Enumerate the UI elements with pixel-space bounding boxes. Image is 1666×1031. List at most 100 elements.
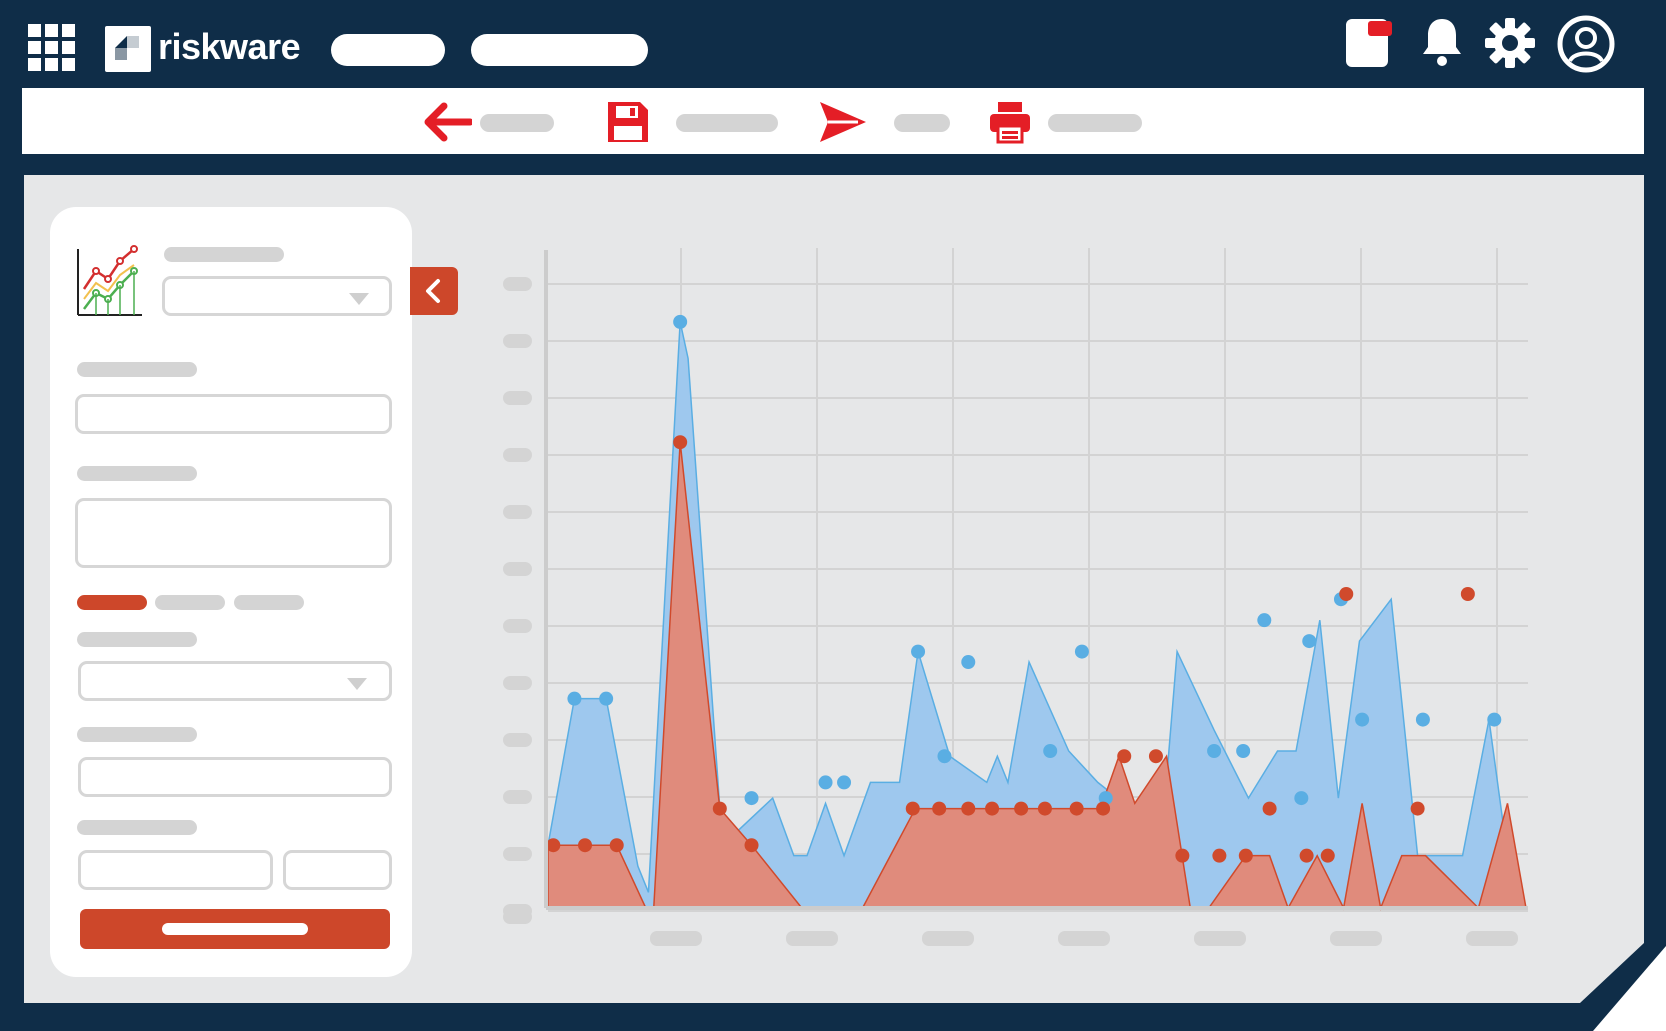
series-area-1 — [547, 321, 1522, 909]
chart-markers — [546, 314, 1502, 863]
settings-button[interactable] — [1484, 17, 1536, 69]
y-tick-label — [503, 562, 532, 576]
data-point-2 — [1175, 848, 1190, 863]
data-point-1 — [1294, 791, 1309, 806]
print-icon — [990, 102, 1030, 144]
nav-item-1[interactable] — [331, 34, 445, 66]
save-icon — [608, 102, 648, 142]
brand-logo — [105, 26, 151, 72]
data-point-1 — [1207, 744, 1222, 758]
field-1-label — [77, 362, 197, 377]
y-tick-label — [503, 733, 532, 747]
data-point-2 — [1212, 848, 1227, 863]
y-tick-label — [503, 790, 532, 804]
window-button[interactable] — [1344, 17, 1394, 69]
data-point-1 — [744, 791, 759, 806]
data-point-2 — [905, 801, 920, 816]
brand-name: riskware — [158, 26, 301, 67]
data-point-1 — [599, 691, 614, 706]
data-point-2 — [932, 801, 947, 816]
notifications-button[interactable] — [1420, 16, 1464, 68]
x-tick-label — [1058, 931, 1110, 946]
data-point-2 — [961, 801, 976, 816]
field-5-input-a[interactable] — [78, 850, 273, 890]
collapse-panel-button[interactable] — [410, 267, 458, 315]
apply-button[interactable] — [80, 909, 390, 949]
field-1-input[interactable] — [75, 394, 392, 434]
data-point-1 — [1302, 634, 1317, 649]
line-chart-icon — [77, 245, 142, 316]
chart-type-label — [164, 247, 284, 262]
data-point-2 — [1148, 749, 1163, 764]
x-tick-label — [1330, 931, 1382, 946]
data-point-1 — [818, 775, 833, 790]
field-5-input-b[interactable] — [283, 850, 392, 890]
field-4-input[interactable] — [78, 757, 392, 797]
back-button-label — [480, 114, 554, 132]
data-point-1 — [1098, 791, 1113, 806]
data-point-2 — [985, 801, 1000, 816]
chart-type-select[interactable] — [162, 276, 392, 316]
data-point-2 — [712, 801, 727, 816]
data-point-1 — [937, 749, 952, 764]
data-point-2 — [1339, 587, 1354, 601]
field-2-textarea[interactable] — [75, 498, 392, 568]
data-point-2 — [578, 838, 593, 853]
data-point-1 — [1415, 712, 1430, 727]
back-button[interactable] — [424, 100, 556, 144]
save-button[interactable] — [606, 100, 780, 144]
print-button-label — [1048, 114, 1142, 132]
y-axis-tick-labels — [503, 277, 532, 924]
bell-icon — [1423, 19, 1461, 66]
apply-button-label — [162, 923, 308, 935]
chevron-left-icon — [426, 279, 440, 303]
field-3-select[interactable] — [78, 661, 392, 701]
user-account-button[interactable] — [1556, 14, 1616, 74]
x-axis-tick-labels — [650, 931, 1518, 946]
x-tick-label — [786, 931, 838, 946]
gear-icon — [1485, 18, 1535, 68]
data-point-2 — [1320, 848, 1335, 863]
y-tick-label — [503, 277, 532, 291]
data-point-1 — [837, 775, 852, 790]
window-icon — [1346, 19, 1392, 67]
y-tick-label — [503, 505, 532, 519]
settings-panel — [50, 207, 412, 977]
data-point-1 — [1074, 644, 1089, 659]
data-point-2 — [1014, 801, 1029, 816]
user-circle-icon — [1557, 15, 1615, 73]
data-point-2 — [1262, 801, 1277, 816]
print-button[interactable] — [988, 100, 1144, 144]
panel-tab-2[interactable] — [155, 595, 225, 610]
send-icon — [820, 102, 866, 142]
field-2-label — [77, 466, 197, 481]
send-button-label — [894, 114, 950, 132]
app-launcher-button[interactable] — [28, 24, 76, 72]
field-4-label — [77, 727, 197, 742]
data-point-1 — [1487, 712, 1502, 727]
data-point-2 — [1117, 749, 1132, 764]
y-tick-label — [503, 619, 532, 633]
nav-item-2[interactable] — [471, 34, 648, 66]
chart-series — [547, 321, 1527, 911]
data-point-2 — [744, 838, 759, 853]
x-tick-label — [1466, 931, 1518, 946]
send-button[interactable] — [818, 100, 952, 144]
data-point-1 — [1355, 712, 1370, 727]
grid-icon — [28, 24, 75, 71]
x-tick-label — [1194, 931, 1246, 946]
data-point-2 — [1096, 801, 1111, 816]
data-point-2 — [1238, 848, 1253, 863]
field-3-label — [77, 632, 197, 647]
data-point-1 — [1043, 744, 1058, 758]
x-tick-label — [650, 931, 702, 946]
panel-tab-3[interactable] — [234, 595, 304, 610]
x-tick-label — [922, 931, 974, 946]
data-point-1 — [567, 691, 582, 706]
save-button-label — [676, 114, 778, 132]
panel-tab-1[interactable] — [77, 595, 147, 610]
data-point-1 — [1236, 744, 1251, 758]
y-tick-label — [503, 847, 532, 861]
data-point-2 — [1037, 801, 1052, 816]
